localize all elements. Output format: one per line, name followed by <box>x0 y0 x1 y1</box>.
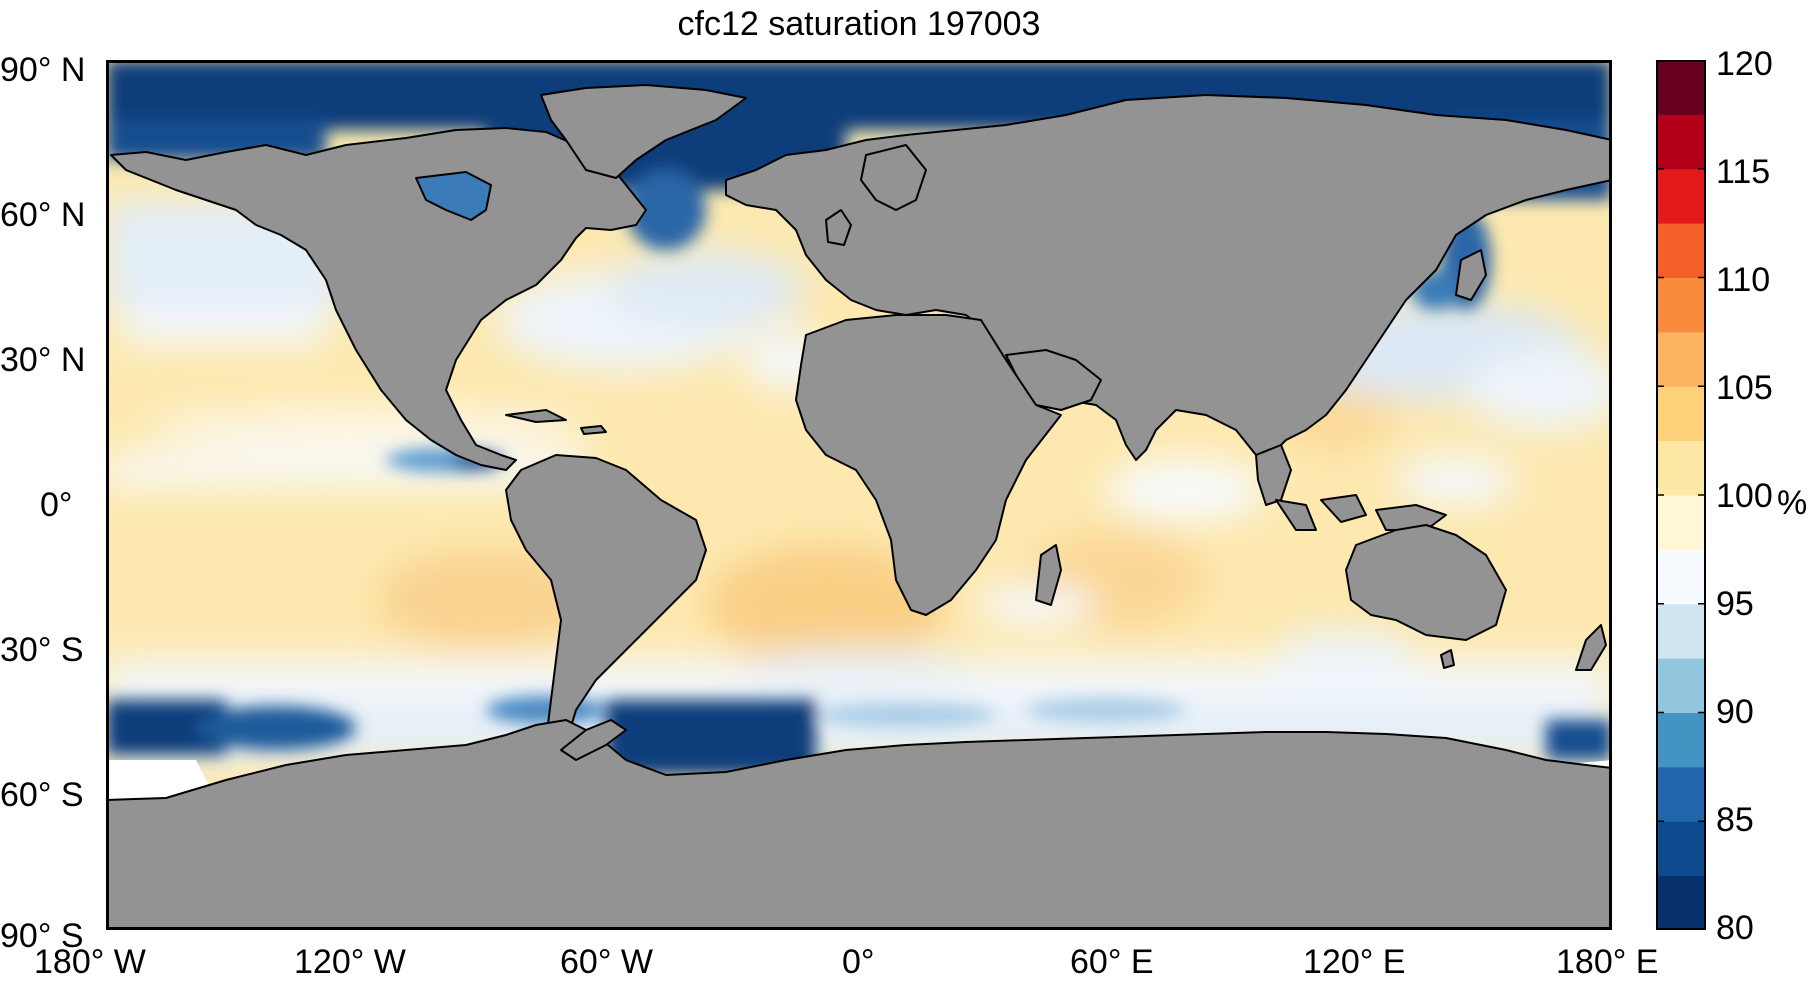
y-tick-label: 90° N <box>0 51 86 89</box>
x-tick-label: 60° W <box>560 943 653 981</box>
x-tick-label: 120° W <box>294 943 406 981</box>
y-tick-label: 30° N <box>0 341 86 379</box>
colorbar-segment <box>1656 603 1706 659</box>
colorbar-segment <box>1656 712 1706 768</box>
colorbar-unit: % <box>1777 484 1808 522</box>
colorbar-segment <box>1656 60 1706 115</box>
colorbar-tick-label: 100 <box>1716 477 1773 515</box>
y-tick-label: 60° S <box>0 776 84 814</box>
colorbar <box>1656 60 1706 930</box>
colorbar-segment <box>1656 549 1706 605</box>
x-tick-label: 60° E <box>1070 943 1154 981</box>
colorbar-tick-label: 90 <box>1716 693 1754 731</box>
colorbar-segment <box>1656 658 1706 713</box>
colorbar-segment <box>1656 495 1706 550</box>
y-tick-label: 30° S <box>0 631 84 669</box>
colorbar-segment <box>1656 386 1706 442</box>
colorbar-tick-label: 80 <box>1716 909 1754 947</box>
colorbar-tick-label: 110 <box>1716 261 1771 299</box>
x-tick-label: 180° E <box>1556 943 1659 981</box>
colorbar-tick-label: 105 <box>1716 369 1773 407</box>
colorbar-scale <box>1656 60 1706 930</box>
map-frame-border <box>106 60 1612 930</box>
colorbar-tick-label: 85 <box>1716 801 1754 839</box>
colorbar-tick-label: 120 <box>1716 45 1773 83</box>
colorbar-segment <box>1656 875 1706 930</box>
colorbar-segment <box>1656 168 1706 224</box>
colorbar-segment <box>1656 223 1706 278</box>
y-tick-label: 90° S <box>0 917 84 955</box>
colorbar-segment <box>1656 440 1706 496</box>
colorbar-tick-label: 115 <box>1716 153 1771 191</box>
y-tick-label: 0° <box>40 486 73 524</box>
colorbar-segment <box>1656 331 1706 387</box>
land <box>106 84 1612 930</box>
x-tick-label: 180° W <box>34 943 146 981</box>
colorbar-segment <box>1656 821 1706 877</box>
map-panel <box>106 60 1612 930</box>
colorbar-tick-label: 95 <box>1716 585 1754 623</box>
world-map <box>106 60 1612 930</box>
x-tick-label: 120° E <box>1303 943 1406 981</box>
colorbar-segment <box>1656 114 1706 170</box>
colorbar-segment <box>1656 277 1706 333</box>
y-tick-label: 60° N <box>0 196 86 234</box>
map-title: cfc12 saturation 197003 <box>677 5 1041 43</box>
colorbar-segment <box>1656 766 1706 822</box>
colorbar-border <box>1656 60 1706 930</box>
x-tick-label: 0° <box>842 943 875 981</box>
